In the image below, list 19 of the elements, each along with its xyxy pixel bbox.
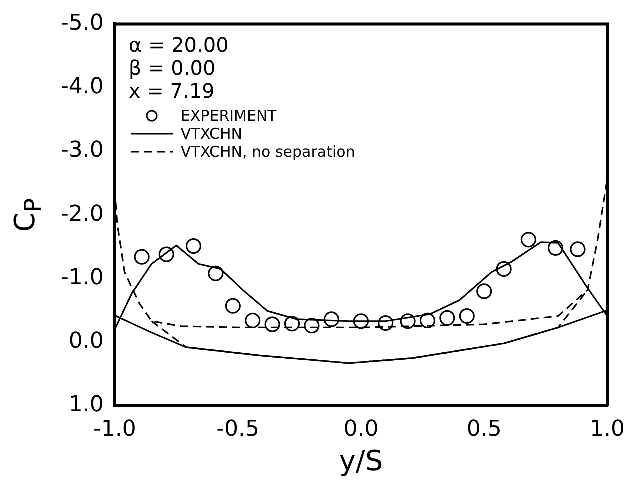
- annotation: α = 20.00: [128, 33, 230, 58]
- y-tick-label: -4.0: [60, 74, 104, 100]
- y-tick-label: 1.0: [68, 392, 104, 418]
- x-tick-label: -0.5: [216, 416, 260, 442]
- x-tick-label: 0.5: [466, 416, 502, 442]
- y-tick-label: -3.0: [60, 138, 104, 164]
- y-tick-label: -1.0: [60, 265, 104, 290]
- x-tick-label: 0.0: [344, 416, 379, 442]
- y-tick-label: -5.0: [60, 10, 104, 36]
- x-tick-label: 1.0: [590, 416, 626, 442]
- legend-label: VTXCHN: [180, 125, 243, 144]
- y-tick-label: -2.0: [60, 202, 104, 227]
- x-axis-title: y/S: [339, 444, 384, 478]
- legend-label: VTXCHN, no separation: [180, 143, 356, 162]
- annotation: x = 7.19: [128, 79, 216, 104]
- annotation: β = 0.00: [128, 56, 217, 80]
- legend-label: EXPERIMENT: [180, 107, 277, 126]
- x-tick-label: -1.0: [93, 416, 136, 442]
- y-tick-label: 0.0: [68, 329, 104, 354]
